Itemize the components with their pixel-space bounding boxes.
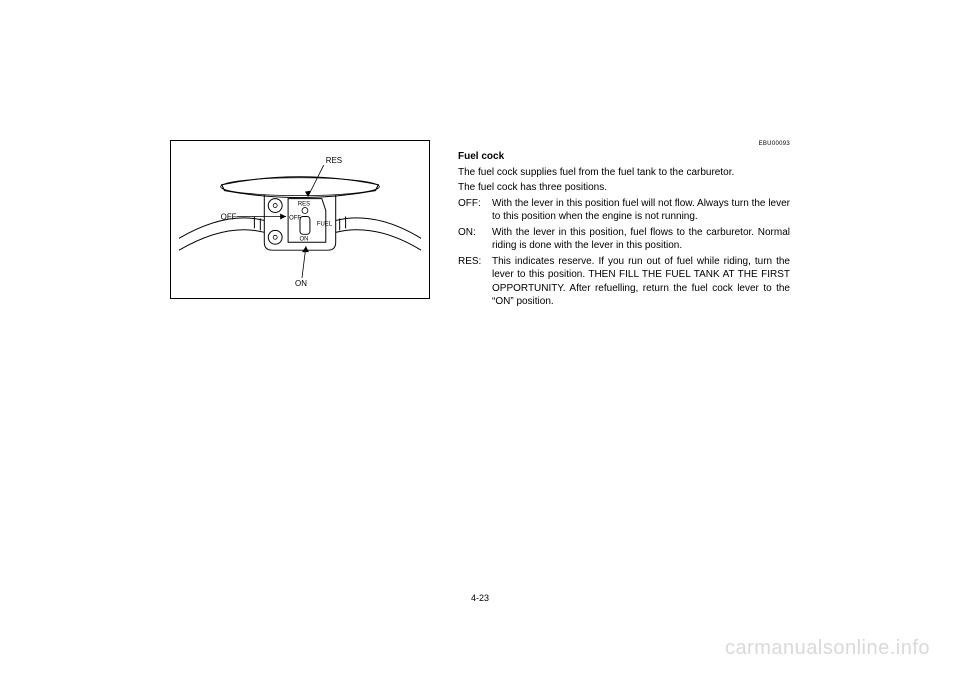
page-content: RES OFF ON FUEL RES OFF ON EBU00093 Fuel… [170, 140, 790, 311]
text-column: EBU00093 Fuel cock The fuel cock supplie… [458, 140, 790, 311]
fuel-cock-diagram: RES OFF ON FUEL RES OFF ON [170, 140, 430, 299]
diagram-svg: RES OFF ON FUEL RES OFF ON [177, 151, 423, 290]
intro-paragraph-2: The fuel cock has three positions. [458, 181, 790, 195]
position-on-label: ON: [458, 226, 492, 253]
watermark-text: carmanualsonline.info [725, 637, 930, 660]
position-on-desc: With the lever in this position, fuel fl… [492, 226, 790, 253]
label-off-outer: OFF [221, 212, 237, 221]
label-fuel: FUEL [317, 221, 333, 227]
section-title: Fuel cock [458, 150, 790, 164]
document-code: EBU00093 [458, 140, 790, 148]
page-number: 4-23 [471, 593, 489, 603]
position-res-label: RES: [458, 255, 492, 309]
label-res-outer: RES [326, 156, 342, 165]
intro-paragraph-1: The fuel cock supplies fuel from the fue… [458, 166, 790, 180]
position-res-row: RES: This indicates reserve. If you run … [458, 255, 790, 309]
label-on-inner: ON [300, 236, 309, 242]
label-off-inner: OFF [289, 215, 301, 221]
position-on-row: ON: With the lever in this position, fue… [458, 226, 790, 253]
figure-column: RES OFF ON FUEL RES OFF ON [170, 140, 430, 311]
position-off-row: OFF: With the lever in this position fue… [458, 197, 790, 224]
label-on-outer: ON [295, 279, 307, 288]
position-res-desc: This indicates reserve. If you run out o… [492, 255, 790, 309]
label-res-inner: RES [298, 202, 310, 208]
position-off-desc: With the lever in this position fuel wil… [492, 197, 790, 224]
position-off-label: OFF: [458, 197, 492, 224]
